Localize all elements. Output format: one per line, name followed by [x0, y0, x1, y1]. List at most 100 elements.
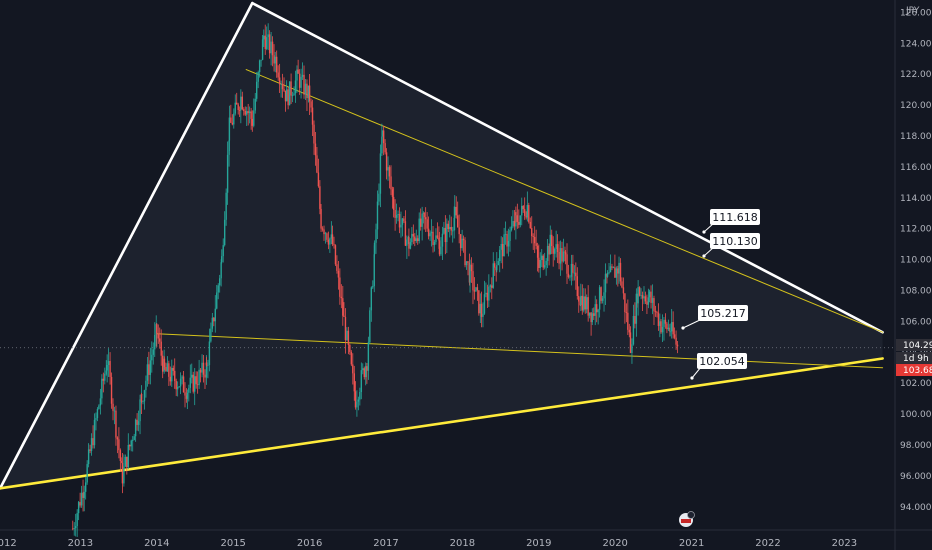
- candle-body: [647, 297, 650, 305]
- candle-body: [624, 293, 626, 313]
- candle-body: [456, 215, 459, 228]
- price-callout[interactable]: 105.217: [681, 305, 748, 330]
- candle-body: [663, 319, 665, 327]
- candle-body: [558, 252, 560, 264]
- candle-body: [513, 220, 516, 227]
- callout-label: 111.618: [712, 211, 758, 224]
- candle-body: [659, 321, 661, 326]
- x-axis[interactable]: 2012 2013 2014 2015 2016 2017 2018 2019 2020 2021…: [0, 538, 857, 549]
- candle-body: [491, 285, 493, 288]
- candle-body: [521, 205, 523, 216]
- candle-body: [160, 341, 162, 356]
- trend-line[interactable]: [0, 357, 884, 490]
- candle-body: [198, 369, 200, 386]
- candle-body: [518, 221, 520, 225]
- candle-body: [330, 234, 333, 239]
- badge-label: 104.296: [903, 341, 932, 351]
- candle-body: [217, 285, 219, 293]
- trend-line[interactable]: [0, 1, 254, 490]
- candle-body: [284, 90, 287, 102]
- candle-body: [536, 245, 539, 258]
- x-tick-label: 2015: [220, 538, 245, 549]
- candle-body: [594, 304, 596, 316]
- candle-body: [398, 214, 401, 228]
- candle-body: [113, 410, 116, 412]
- price-callout[interactable]: 111.618: [702, 209, 760, 234]
- candle-body: [321, 228, 324, 230]
- candle-body: [143, 390, 146, 402]
- candle-body: [541, 255, 543, 260]
- candle-body: [378, 193, 380, 202]
- candle-body: [546, 245, 549, 261]
- y-tick-label: 118.000: [900, 132, 932, 142]
- trend-line[interactable]: [156, 333, 884, 369]
- candle-body: [670, 322, 673, 332]
- candle-body: [373, 254, 375, 287]
- candle-body: [225, 192, 227, 220]
- callout-anchor: [690, 376, 694, 380]
- candle-body: [573, 272, 576, 274]
- candle-body: [109, 361, 111, 377]
- candle-body: [260, 59, 262, 61]
- candle-body: [641, 295, 644, 299]
- candle-body: [175, 380, 177, 390]
- candle-body: [263, 35, 265, 40]
- price-callouts[interactable]: 111.618 110.130 105.217 102.054: [681, 209, 760, 380]
- candle-body: [438, 237, 440, 241]
- candle-body: [628, 329, 631, 333]
- candle-body: [400, 224, 402, 228]
- candle-body: [176, 386, 179, 390]
- trend-line[interactable]: [251, 1, 884, 334]
- candle-body: [584, 296, 586, 310]
- candle-body: [118, 439, 120, 451]
- candle-body: [567, 273, 570, 278]
- y-tick-label: 116.000: [900, 163, 932, 173]
- y-tick-label: 120.000: [900, 101, 932, 111]
- event-icon[interactable]: [679, 511, 695, 528]
- candle-body: [366, 366, 368, 371]
- candle-body: [606, 272, 609, 277]
- candle-body: [163, 358, 166, 368]
- candle-body: [216, 292, 218, 309]
- candle-body: [423, 212, 425, 218]
- candle-body: [73, 528, 75, 530]
- candles: [72, 23, 679, 537]
- candle-body: [339, 277, 341, 297]
- trend-line[interactable]: [245, 69, 884, 333]
- candle-body: [137, 421, 140, 425]
- candle-body: [553, 248, 556, 254]
- candle-body: [401, 218, 404, 225]
- candle-body: [373, 242, 376, 255]
- candle-body: [629, 332, 632, 353]
- candle-body: [347, 330, 350, 345]
- candle-body: [234, 102, 236, 114]
- candle-body: [154, 334, 156, 350]
- candle-body: [178, 386, 180, 388]
- candle-body: [533, 236, 536, 244]
- candle-body: [590, 312, 592, 323]
- candle-body: [241, 96, 244, 110]
- candle-body: [210, 328, 212, 342]
- candle-body: [93, 419, 96, 446]
- candle-body: [149, 360, 152, 375]
- candle-body: [486, 292, 489, 301]
- candle-body: [612, 267, 615, 269]
- trend-lines[interactable]: [0, 1, 895, 490]
- candle-body: [273, 55, 275, 64]
- candle-body: [501, 243, 504, 257]
- price-callout[interactable]: 110.130: [702, 233, 760, 258]
- candle-body: [156, 324, 158, 334]
- price-callout[interactable]: 102.054: [690, 353, 747, 380]
- candle-body: [646, 301, 648, 305]
- candle-body: [564, 252, 567, 255]
- candle-body: [627, 312, 629, 330]
- candle-body: [202, 362, 205, 375]
- candle-body: [506, 234, 508, 247]
- candle-body: [643, 296, 645, 299]
- candle-body: [469, 264, 471, 283]
- candle-body: [161, 355, 164, 372]
- y-tick-label: 94.000: [900, 503, 932, 513]
- candle-body: [509, 230, 511, 241]
- candle-body: [362, 368, 364, 371]
